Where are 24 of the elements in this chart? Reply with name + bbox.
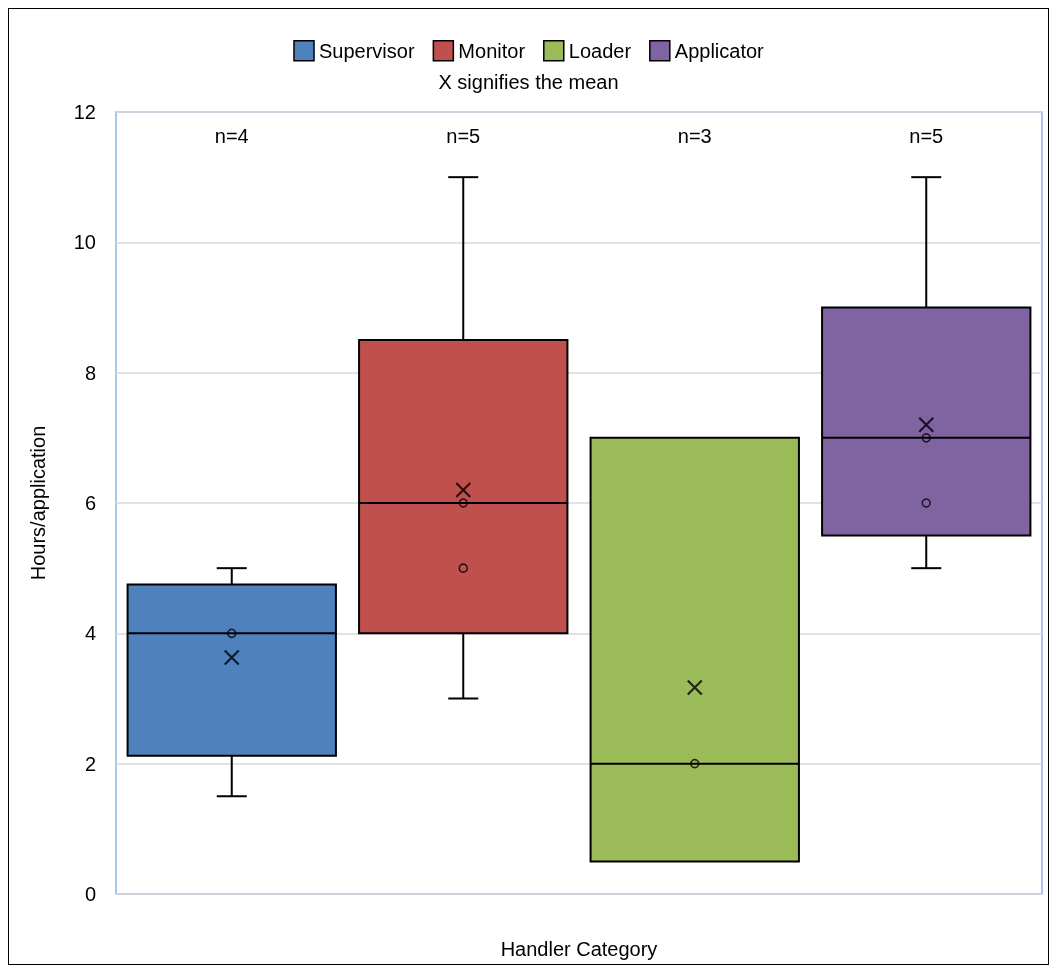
legend-label: Monitor bbox=[458, 39, 526, 62]
y-tick-label: 12 bbox=[73, 101, 96, 123]
y-tick-label: 4 bbox=[84, 622, 96, 645]
annotation: n=3 bbox=[677, 125, 712, 147]
y-tick-label: 0 bbox=[84, 883, 96, 905]
legend-label: Applicator bbox=[674, 39, 765, 62]
y-tick-label: 6 bbox=[84, 492, 96, 514]
point bbox=[921, 498, 931, 508]
point bbox=[921, 433, 931, 443]
point bbox=[227, 628, 237, 639]
point bbox=[690, 758, 700, 769]
chart-subtitle: X signifies the mean bbox=[438, 71, 619, 93]
annotation: n=4 bbox=[214, 125, 249, 147]
y-tick-label: 10 bbox=[73, 231, 96, 254]
point bbox=[458, 498, 468, 508]
x-axis-title: Handler Category bbox=[500, 938, 658, 960]
legend-label: Supervisor bbox=[319, 39, 415, 62]
y-axis-title: Hours/application bbox=[27, 425, 49, 581]
annotation: n=5 bbox=[909, 125, 944, 147]
legend-label: Loader bbox=[568, 39, 632, 62]
y-tick-label: 8 bbox=[84, 361, 96, 384]
point bbox=[458, 563, 468, 573]
y-tick-label: 2 bbox=[84, 752, 96, 775]
annotation: n=5 bbox=[446, 125, 481, 147]
